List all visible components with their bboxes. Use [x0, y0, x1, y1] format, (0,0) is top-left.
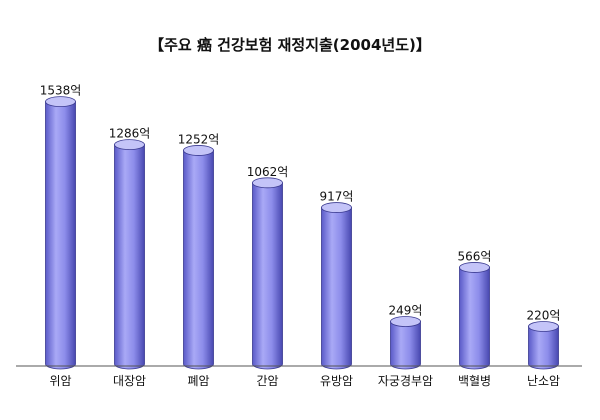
bar-top — [45, 96, 76, 108]
category-label: 위암 — [49, 374, 71, 388]
bar-3 — [183, 145, 214, 370]
bar-body — [528, 326, 559, 370]
bar-8 — [528, 321, 559, 370]
bar-top — [321, 202, 352, 213]
category-label: 자궁경부암 — [378, 374, 433, 388]
category-labels-group: 위암 대장암 폐암 간암 유방암 자궁경부암 백혈병 난소암 — [49, 374, 560, 388]
category-label: 난소암 — [527, 374, 560, 388]
chart-title: 【주요 癌 건강보험 재정지출(2004년도)】 — [149, 36, 431, 54]
value-label: 917억 — [320, 190, 354, 204]
value-label: 566억 — [458, 249, 492, 263]
category-label: 대장암 — [113, 374, 146, 388]
bar-2 — [114, 139, 145, 370]
value-label: 1252억 — [178, 132, 220, 146]
category-label: 백혈병 — [458, 374, 491, 388]
bar-top — [390, 316, 421, 327]
category-label: 유방암 — [320, 374, 353, 388]
bar-body — [114, 144, 145, 370]
bar-top — [114, 139, 145, 151]
value-label: 249억 — [389, 304, 423, 318]
bar-6 — [390, 316, 421, 370]
value-label: 1538억 — [40, 84, 82, 98]
bar-body — [183, 150, 214, 370]
bar-body — [45, 101, 76, 370]
bar-body — [459, 267, 490, 370]
bar-5 — [321, 202, 352, 370]
bar-top — [528, 321, 559, 332]
bar-4 — [252, 177, 283, 370]
bar-body — [252, 182, 283, 370]
value-label: 1062억 — [247, 165, 289, 179]
value-label: 220억 — [527, 308, 561, 322]
bars-group: 1538억 1286억 1252억 1062억 917억 249억 566억 220억 — [40, 84, 561, 370]
bar-body — [390, 321, 421, 370]
category-label: 간암 — [256, 374, 278, 388]
bar-top — [252, 177, 283, 189]
bar-top — [183, 145, 214, 156]
bar-7 — [459, 262, 490, 370]
value-label: 1286억 — [109, 127, 151, 141]
bar-top — [459, 262, 490, 273]
bar-body — [321, 207, 352, 370]
bar-1 — [45, 96, 76, 370]
category-label: 폐암 — [187, 374, 209, 388]
